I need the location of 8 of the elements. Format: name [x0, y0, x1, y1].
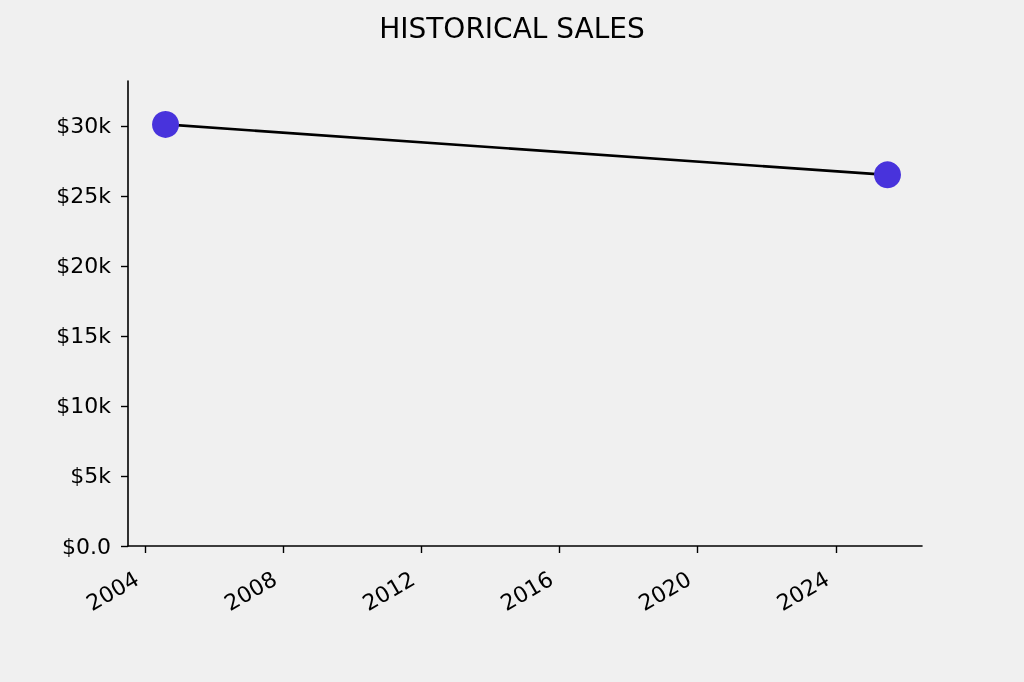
- chart-title: HISTORICAL SALES: [379, 11, 645, 45]
- y-tick-label: $10k: [56, 393, 112, 419]
- y-tick-label: $30k: [56, 113, 112, 139]
- y-tick-label: $25k: [56, 183, 112, 209]
- y-tick-label: $5k: [70, 463, 112, 489]
- y-tick-label: $0.0: [62, 533, 111, 559]
- y-tick-label: $20k: [56, 253, 112, 279]
- y-tick-label: $15k: [56, 323, 112, 349]
